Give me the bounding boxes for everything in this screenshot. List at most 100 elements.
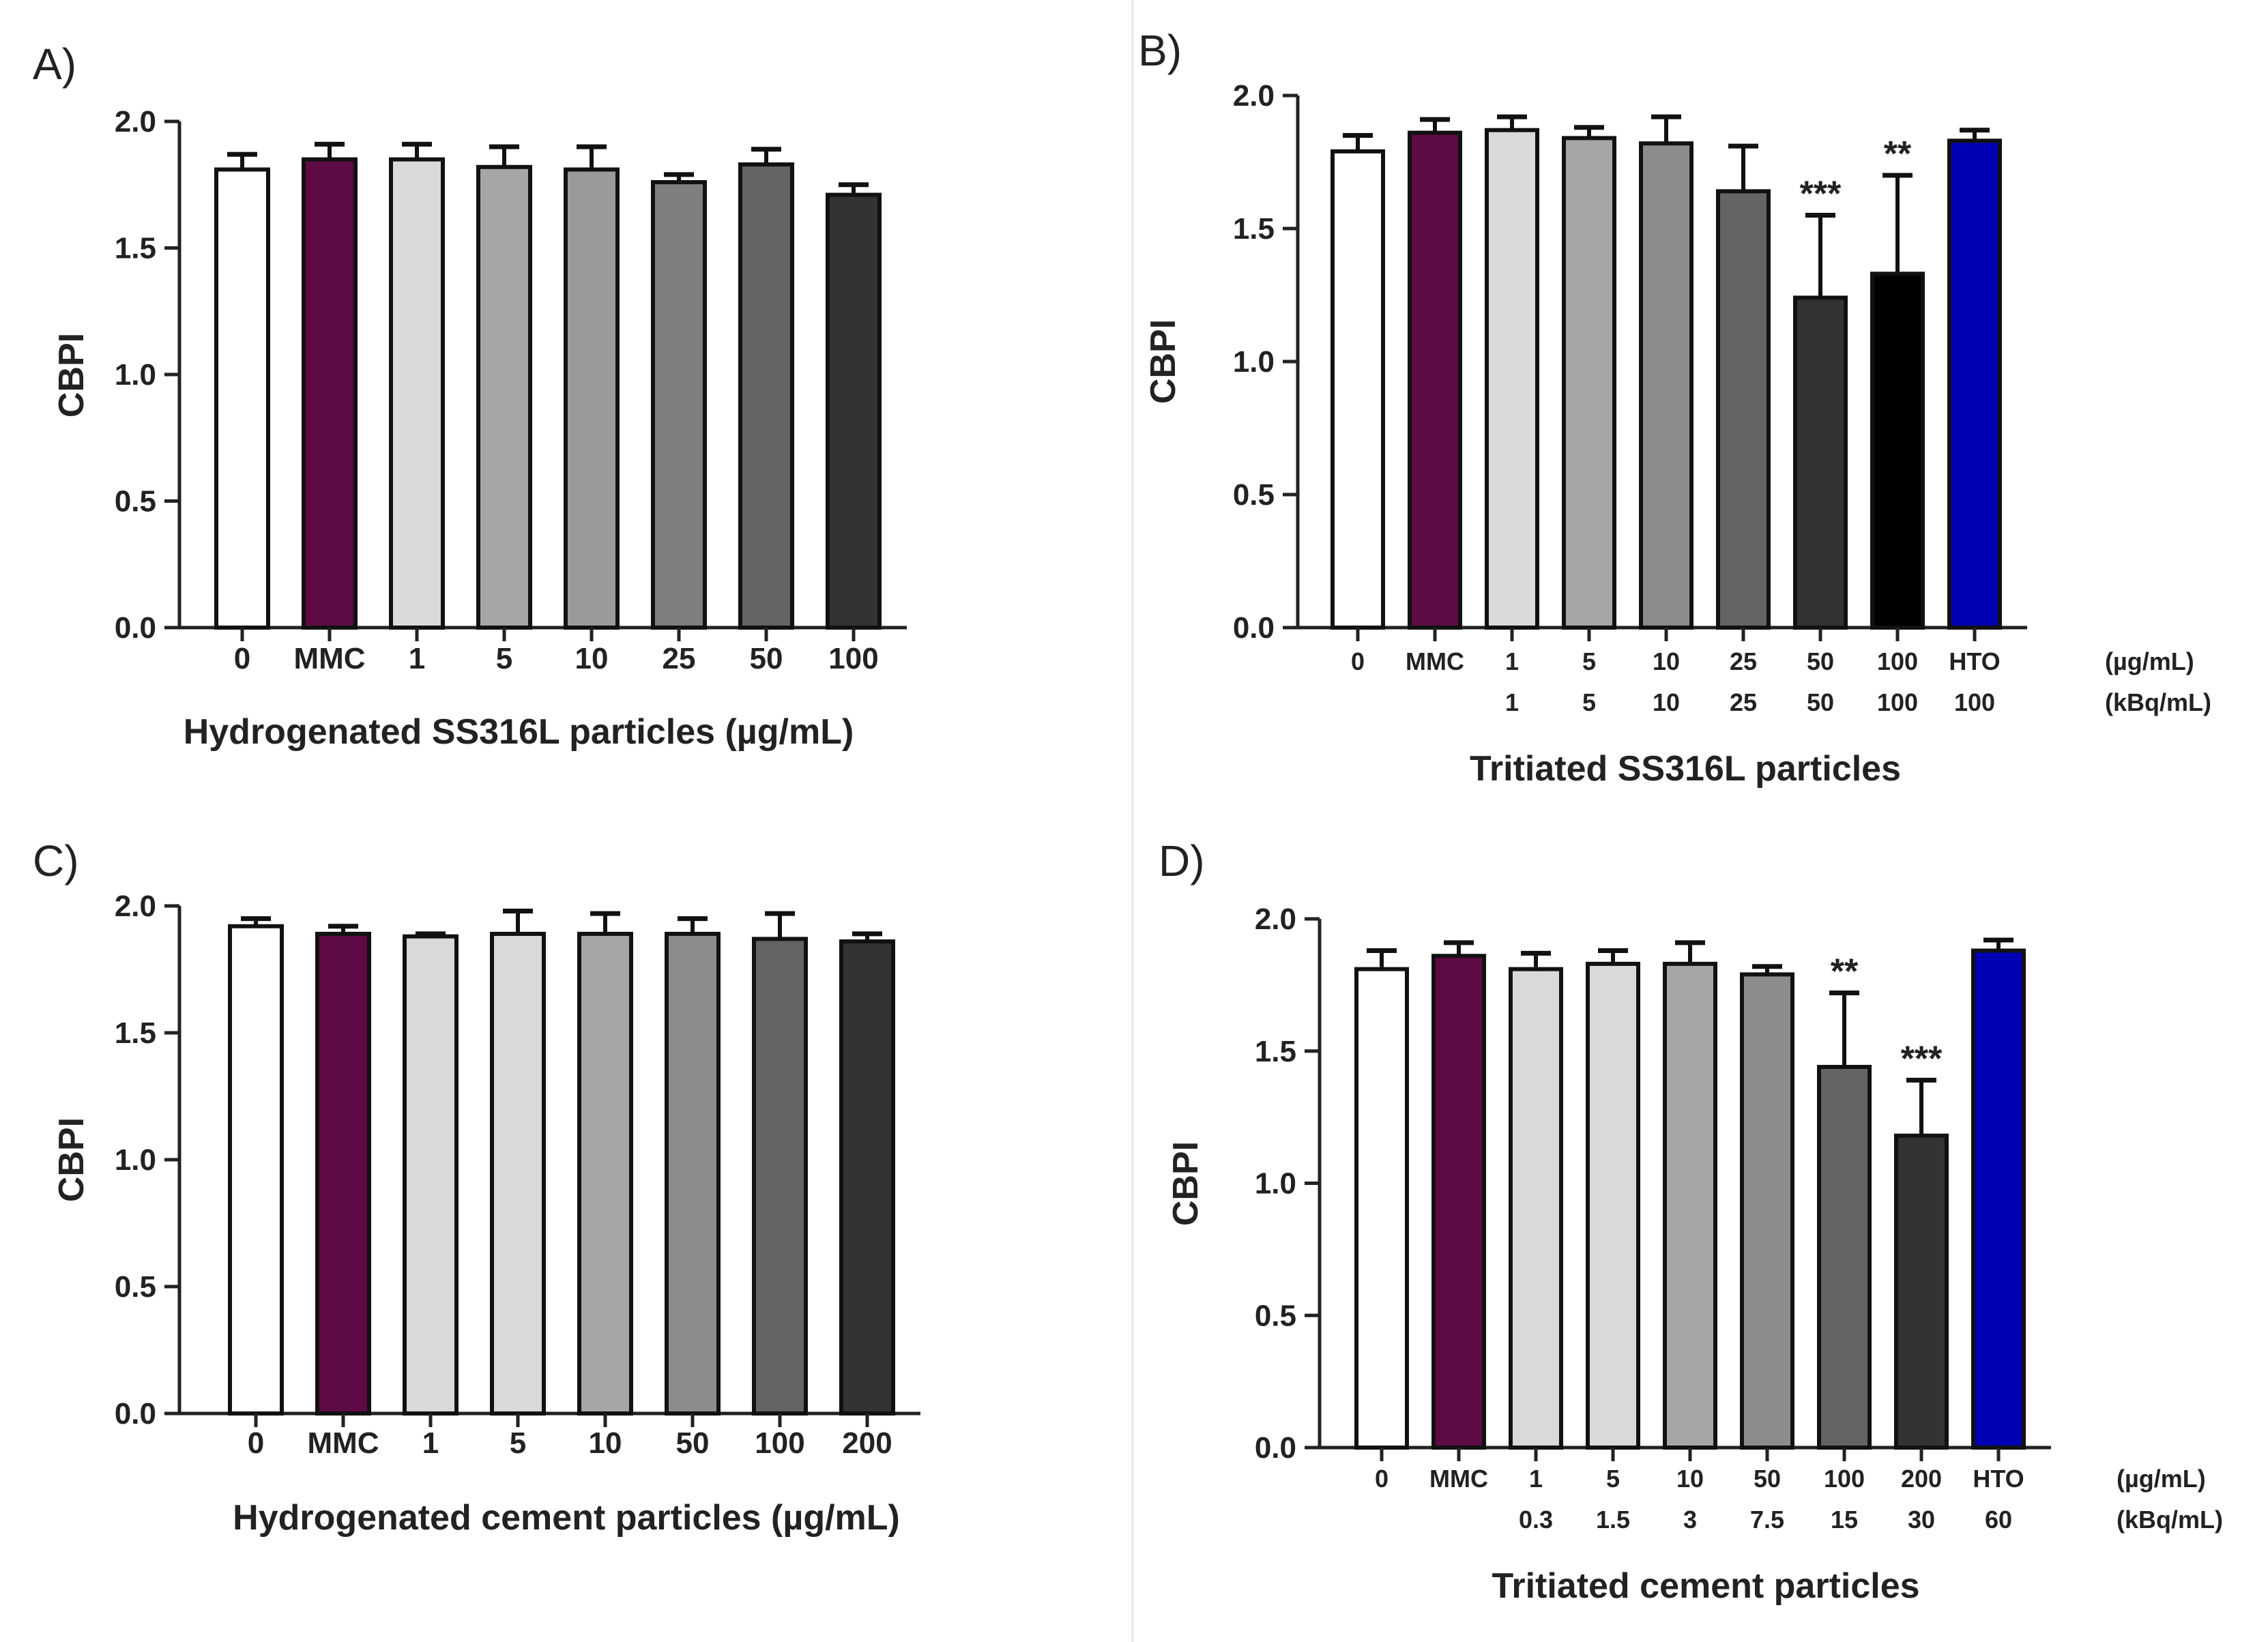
bar xyxy=(651,180,707,630)
x-tick-label: 1 xyxy=(409,642,425,675)
y-tick-label: 1.5 xyxy=(115,232,156,265)
significance-mark: ** xyxy=(1884,134,1912,174)
x-tick-label: HTO xyxy=(1949,647,2000,675)
x-unit-label-row2: (kBq/mL) xyxy=(2117,1506,2223,1534)
significance-mark: *** xyxy=(1901,1039,1943,1079)
bar xyxy=(1663,961,1717,1450)
bar xyxy=(826,192,882,630)
y-tick-label: 1.0 xyxy=(115,358,156,392)
x-tick-label: 1 xyxy=(1529,1465,1543,1493)
y-tick-label: 1.5 xyxy=(1233,212,1275,246)
y-axis-title: CBPI xyxy=(52,1117,91,1202)
bar xyxy=(839,939,895,1416)
x-tick-label: 100 xyxy=(828,642,878,675)
bar xyxy=(1586,961,1640,1450)
x-tick-label: 100 xyxy=(1877,647,1918,675)
x-tick-label-row2: 30 xyxy=(1908,1506,1935,1534)
x-tick-label: 0 xyxy=(1375,1465,1389,1493)
bar xyxy=(1870,272,1925,630)
x-axis-title: Hydrogenated cement particles (µg/mL) xyxy=(233,1498,900,1538)
bar xyxy=(1947,138,2002,630)
x-unit-label: (µg/mL) xyxy=(2105,647,2194,675)
y-tick-label: 1.0 xyxy=(1255,1167,1296,1201)
bar xyxy=(1793,295,1848,630)
x-tick-label: 50 xyxy=(676,1426,710,1460)
panel-c: C) 0.0 0.5 1.0 1.5 2.0 0 MMC 1 5 10 50 100 200 Hydroge… xyxy=(33,836,920,1538)
bar xyxy=(1740,972,1794,1450)
bar xyxy=(476,164,532,630)
x-tick-label: 25 xyxy=(663,642,696,675)
bar xyxy=(665,931,721,1416)
x-tick-label: 0 xyxy=(234,642,250,675)
x-tick-label: 1 xyxy=(1505,647,1519,675)
significance-mark: ** xyxy=(1831,952,1859,992)
y-tick-label: 1.0 xyxy=(115,1143,156,1177)
y-axis-title: CBPI xyxy=(52,333,91,417)
y-tick-label: 2.0 xyxy=(1255,903,1296,936)
x-tick-label: 0 xyxy=(248,1426,264,1460)
significance-mark: *** xyxy=(1800,175,1842,214)
x-tick-label: 50 xyxy=(750,642,783,675)
x-tick-label: 5 xyxy=(510,1426,526,1460)
panel-label: D) xyxy=(1159,836,1205,885)
x-tick-label: 200 xyxy=(1901,1465,1942,1493)
x-tick-label: MMC xyxy=(293,642,365,675)
x-tick-label: 25 xyxy=(1730,647,1757,675)
x-tick-label: MMC xyxy=(1429,1465,1488,1493)
x-tick-label: 0 xyxy=(1351,647,1365,675)
x-tick-label-row2: 3 xyxy=(1683,1506,1697,1534)
bar xyxy=(214,167,270,630)
bar xyxy=(1971,948,2026,1450)
panel-label: C) xyxy=(33,836,79,885)
bar xyxy=(1408,130,1462,630)
y-tick-label: 2.0 xyxy=(115,105,156,138)
y-tick-label: 0.0 xyxy=(1233,611,1275,645)
x-tick-label-row2: 0.3 xyxy=(1519,1506,1553,1534)
y-tick-label: 0.5 xyxy=(1233,478,1275,512)
y-tick-label: 0.5 xyxy=(1255,1299,1296,1332)
panel-label: B) xyxy=(1138,26,1182,75)
x-tick-label: 100 xyxy=(755,1426,804,1460)
bar xyxy=(403,934,459,1416)
bar xyxy=(752,937,808,1416)
x-tick-label: 10 xyxy=(1653,647,1680,675)
bar xyxy=(315,931,371,1416)
x-tick-label: MMC xyxy=(307,1426,379,1460)
x-tick-label: 5 xyxy=(496,642,512,675)
panel-d: D) 0.0 0.5 1.0 1.5 2.0 0 MMC 1 0.3 5 1.5 10 3 50 7.5 ** 1… xyxy=(1159,836,2223,1606)
x-tick-label-row2: 25 xyxy=(1730,688,1757,716)
bar xyxy=(1354,967,1409,1450)
bar xyxy=(1431,954,1486,1450)
bar xyxy=(1716,189,1771,630)
x-tick-label-row2: 7.5 xyxy=(1750,1506,1784,1534)
x-tick-label: 5 xyxy=(1606,1465,1620,1493)
x-tick-label: MMC xyxy=(1406,647,1464,675)
bar xyxy=(302,157,358,630)
y-tick-label: 1.5 xyxy=(115,1016,156,1050)
x-tick-label: 50 xyxy=(1754,1465,1781,1493)
x-tick-label-row2: 1 xyxy=(1505,688,1519,716)
x-tick-label: 50 xyxy=(1807,647,1834,675)
y-axis-title: CBPI xyxy=(1166,1141,1206,1226)
x-axis-title: Tritiated cement particles xyxy=(1492,1566,1919,1606)
y-tick-label: 0.5 xyxy=(115,485,156,518)
bar xyxy=(1485,128,1539,630)
y-tick-label: 0.0 xyxy=(115,1397,156,1431)
panel-a: A) 0.0 0.5 1.0 1.5 2.0 0 MMC 1 5 10 25 50 100 Hydrogen… xyxy=(33,40,907,752)
y-tick-label: 1.5 xyxy=(1255,1035,1296,1068)
x-tick-label-row2: 60 xyxy=(1985,1506,2012,1534)
x-tick-label-row2: 100 xyxy=(1954,688,1995,716)
panel-label: A) xyxy=(33,40,76,89)
x-tick-label: 200 xyxy=(842,1426,892,1460)
x-tick-label: 10 xyxy=(589,1426,622,1460)
x-unit-label: (µg/mL) xyxy=(2117,1465,2206,1493)
bar xyxy=(389,157,445,630)
bar xyxy=(1817,1065,1872,1450)
x-unit-label-row2: (kBq/mL) xyxy=(2105,688,2211,716)
bar xyxy=(1509,967,1563,1450)
y-tick-label: 0.0 xyxy=(115,611,156,645)
x-tick-label-row2: 100 xyxy=(1877,688,1918,716)
panel-b: B) 0.0 0.5 1.0 1.5 2.0 0 MMC 1 1 5 5 10 10 25 25 *** 50 50… xyxy=(1138,26,2211,789)
bar xyxy=(1639,141,1693,630)
y-tick-label: 2.0 xyxy=(115,890,156,923)
